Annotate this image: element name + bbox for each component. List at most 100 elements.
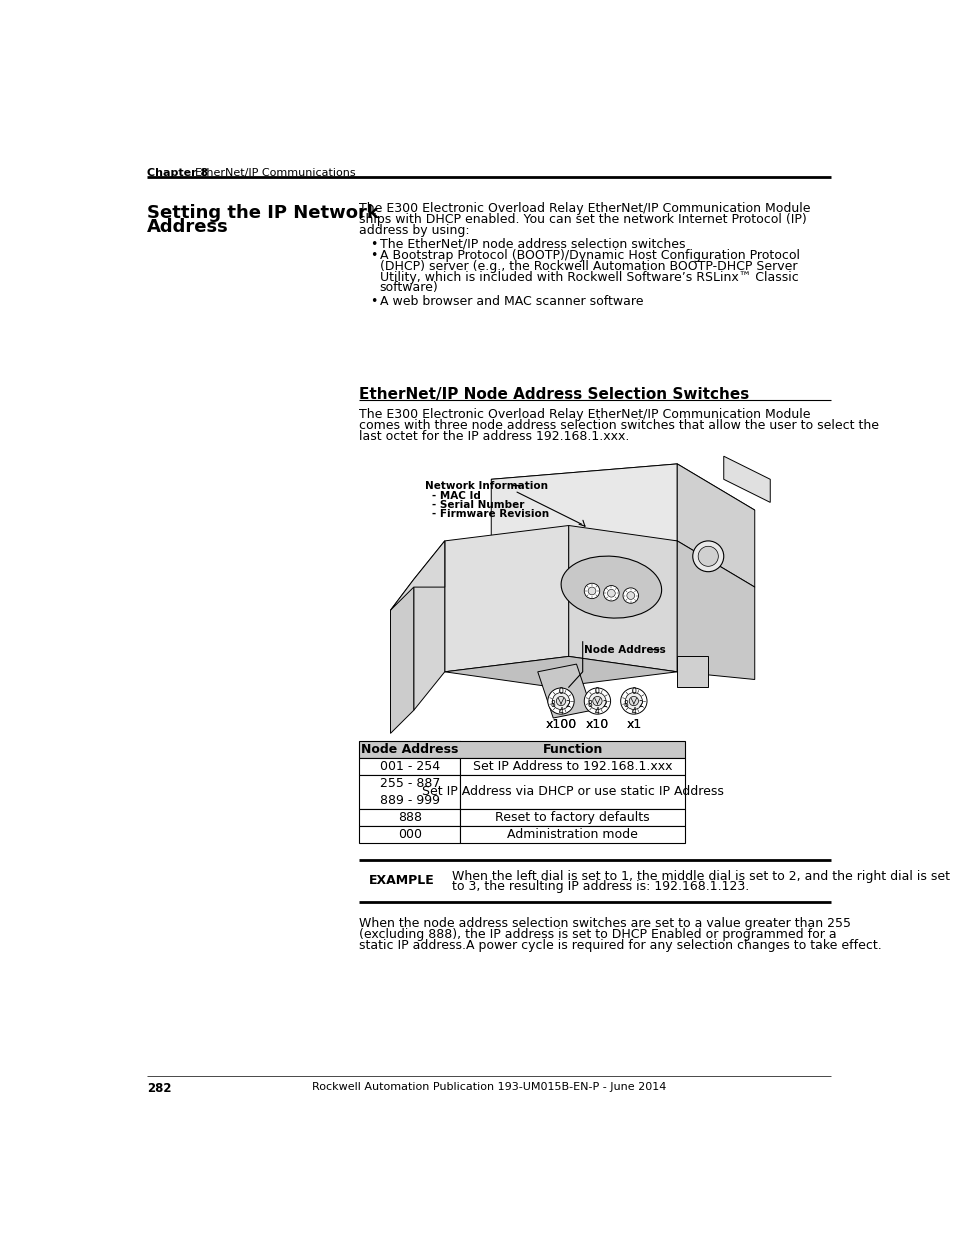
Bar xyxy=(359,809,459,826)
Text: 0: 0 xyxy=(595,687,599,695)
Circle shape xyxy=(588,693,605,710)
Text: EtherNet/IP Node Address Selection Switches: EtherNet/IP Node Address Selection Switc… xyxy=(359,387,749,401)
Circle shape xyxy=(698,546,718,567)
Polygon shape xyxy=(568,526,677,672)
Text: A web browser and MAC scanner software: A web browser and MAC scanner software xyxy=(379,295,642,309)
Circle shape xyxy=(552,693,569,710)
Text: EtherNet/IP Communications: EtherNet/IP Communications xyxy=(195,168,355,178)
Circle shape xyxy=(622,588,638,603)
Text: When the left dial is set to 1, the middle dial is set to 2, and the right dial : When the left dial is set to 1, the midd… xyxy=(452,869,949,883)
Text: static IP address.A power cycle is required for any selection changes to take ef: static IP address.A power cycle is requi… xyxy=(359,939,882,952)
Text: Address: Address xyxy=(147,217,229,236)
Text: —: — xyxy=(645,645,659,655)
Ellipse shape xyxy=(560,556,661,618)
Bar xyxy=(359,826,459,842)
Text: Node Address: Node Address xyxy=(583,645,665,655)
Text: Administration mode: Administration mode xyxy=(507,827,638,841)
Text: 4: 4 xyxy=(631,708,636,716)
Text: Rockwell Automation Publication 193-UM015B-EN-P - June 2014: Rockwell Automation Publication 193-UM01… xyxy=(312,1082,665,1092)
Polygon shape xyxy=(390,541,444,610)
Text: Set IP Address to 192.168.1.xxx: Set IP Address to 192.168.1.xxx xyxy=(473,760,672,773)
Text: •: • xyxy=(370,295,377,309)
Circle shape xyxy=(583,583,599,599)
Text: 255 - 887
889 - 999: 255 - 887 889 - 999 xyxy=(379,777,439,806)
Text: x100: x100 xyxy=(545,718,576,731)
Text: 282: 282 xyxy=(147,1082,172,1095)
Polygon shape xyxy=(677,464,754,587)
Text: x1: x1 xyxy=(625,718,640,731)
Circle shape xyxy=(587,587,596,595)
Text: x1: x1 xyxy=(625,718,640,731)
Polygon shape xyxy=(390,579,414,734)
Text: 2: 2 xyxy=(565,700,570,709)
Text: - MAC Id: - MAC Id xyxy=(431,490,480,501)
Text: EXAMPLE: EXAMPLE xyxy=(369,874,435,888)
Bar xyxy=(459,809,684,826)
Text: 8: 8 xyxy=(623,700,628,709)
Polygon shape xyxy=(444,526,568,672)
Text: to 3, the resulting IP address is: 192.168.1.123.: to 3, the resulting IP address is: 192.1… xyxy=(452,881,749,893)
Text: x10: x10 xyxy=(585,718,608,731)
Text: Setting the IP Network: Setting the IP Network xyxy=(147,204,378,221)
Text: —: — xyxy=(507,480,521,490)
Polygon shape xyxy=(414,541,444,710)
Text: x10: x10 xyxy=(585,718,608,731)
Circle shape xyxy=(626,592,634,599)
Polygon shape xyxy=(723,456,769,503)
Polygon shape xyxy=(537,664,592,718)
Text: The E300 Electronic Overload Relay EtherNet/IP Communication Module: The E300 Electronic Overload Relay Ether… xyxy=(359,203,810,215)
Text: •: • xyxy=(370,237,377,251)
Text: Reset to factory defaults: Reset to factory defaults xyxy=(495,811,649,824)
Text: software): software) xyxy=(379,282,438,294)
Polygon shape xyxy=(677,656,707,687)
Text: •: • xyxy=(370,249,377,262)
Bar xyxy=(459,758,684,776)
Polygon shape xyxy=(677,541,754,679)
Text: 000: 000 xyxy=(397,827,421,841)
Text: 001 - 254: 001 - 254 xyxy=(379,760,439,773)
Text: - Firmware Revision: - Firmware Revision xyxy=(431,509,548,520)
Circle shape xyxy=(692,541,723,572)
Text: ships with DHCP enabled. You can set the network Internet Protocol (IP): ships with DHCP enabled. You can set the… xyxy=(359,212,806,226)
Text: Chapter 8: Chapter 8 xyxy=(147,168,208,178)
Text: The EtherNet/IP node address selection switches: The EtherNet/IP node address selection s… xyxy=(379,237,684,251)
Circle shape xyxy=(547,688,574,714)
Text: A Bootstrap Protocol (BOOTP)/Dynamic Host Configuration Protocol: A Bootstrap Protocol (BOOTP)/Dynamic Hos… xyxy=(379,249,799,262)
Circle shape xyxy=(556,697,565,705)
Circle shape xyxy=(603,585,618,601)
Polygon shape xyxy=(491,464,677,556)
Bar xyxy=(359,741,684,758)
Text: x100: x100 xyxy=(545,718,576,731)
Bar xyxy=(459,826,684,842)
Circle shape xyxy=(624,693,641,710)
Text: 2: 2 xyxy=(638,700,642,709)
Text: comes with three node address selection switches that allow the user to select t: comes with three node address selection … xyxy=(359,419,879,432)
Text: Node Address: Node Address xyxy=(361,743,458,756)
Text: Set IP Address via DHCP or use static IP Address: Set IP Address via DHCP or use static IP… xyxy=(421,785,722,798)
Text: The E300 Electronic Overload Relay EtherNet/IP Communication Module: The E300 Electronic Overload Relay Ether… xyxy=(359,409,810,421)
Circle shape xyxy=(607,589,615,597)
Text: 4: 4 xyxy=(595,708,599,716)
Text: 0: 0 xyxy=(631,687,636,695)
Circle shape xyxy=(592,697,601,705)
Circle shape xyxy=(629,697,638,705)
Text: Function: Function xyxy=(542,743,602,756)
Polygon shape xyxy=(491,464,754,526)
Text: When the node address selection switches are set to a value greater than 255: When the node address selection switches… xyxy=(359,918,851,930)
Text: Network Information: Network Information xyxy=(425,480,548,490)
Text: 8: 8 xyxy=(587,700,592,709)
Circle shape xyxy=(583,688,610,714)
Text: 2: 2 xyxy=(601,700,606,709)
Text: 4: 4 xyxy=(558,708,563,716)
Bar xyxy=(359,776,459,809)
Polygon shape xyxy=(444,656,677,687)
Bar xyxy=(459,776,684,809)
Text: Utility, which is included with Rockwell Software’s RSLinx™ Classic: Utility, which is included with Rockwell… xyxy=(379,270,798,284)
Text: 8: 8 xyxy=(550,700,555,709)
Circle shape xyxy=(620,688,646,714)
Text: 888: 888 xyxy=(397,811,421,824)
Text: last octet for the IP address 192.168.1.xxx.: last octet for the IP address 192.168.1.… xyxy=(359,430,629,443)
Text: - Serial Number: - Serial Number xyxy=(431,500,523,510)
Text: address by using:: address by using: xyxy=(359,224,470,237)
Text: (excluding 888), the IP address is set to DHCP Enabled or programmed for a: (excluding 888), the IP address is set t… xyxy=(359,929,836,941)
